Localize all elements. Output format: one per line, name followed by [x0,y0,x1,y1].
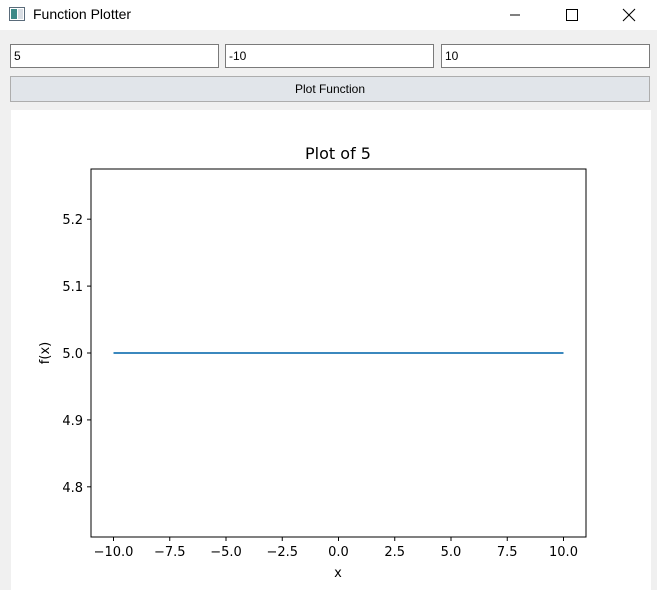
x-tick-label: 0.0 [328,545,349,560]
x-axis-ticks: −10.0 −7.5 −5.0 −2.5 0.0 2.5 5.0 7.5 10.0 [94,537,578,560]
maximize-icon [565,9,578,21]
x-tick-label: −7.5 [154,545,186,560]
x-tick-label: 10.0 [549,545,578,560]
x-tick-label: −2.5 [266,545,298,560]
x-max-input[interactable] [441,44,650,68]
x-tick-label: 2.5 [384,545,405,560]
window-title: Function Plotter [33,6,132,22]
y-tick-label: 4.8 [62,481,83,496]
minimize-button[interactable] [486,0,543,30]
y-axis-label: f(x) [38,342,53,364]
y-tick-label: 4.9 [62,414,83,429]
plot-function-label: Plot Function [294,82,366,96]
minimize-icon [509,14,520,16]
function-chart: Plot of 5 −10.0 −7.5 −5.0 −2.5 0.0 2.5 5.0 7.5 1… [38,144,587,581]
app-window-icon [9,7,25,21]
plot-canvas: Plot of 5 −10.0 −7.5 −5.0 −2.5 0.0 2.5 5.0 7.5 1… [11,110,651,590]
y-tick-label: 5.0 [62,347,83,362]
y-axis-ticks: 4.8 4.9 5.0 5.1 5.2 [62,213,91,496]
x-axis-label: x [334,566,342,581]
x-tick-label: −10.0 [94,545,134,560]
x-tick-label: −5.0 [210,545,242,560]
x-min-input[interactable] [225,44,434,68]
function-input[interactable] [10,44,219,68]
x-tick-label: 5.0 [441,545,462,560]
close-button[interactable] [600,0,657,30]
y-tick-label: 5.2 [62,213,83,228]
close-icon [622,8,635,22]
maximize-button[interactable] [543,0,600,30]
plot-function-button[interactable]: Plot Function [10,76,650,102]
chart-title: Plot of 5 [305,144,371,163]
title-bar: Function Plotter [0,0,657,30]
x-tick-label: 7.5 [497,545,518,560]
y-tick-label: 5.1 [62,280,83,295]
